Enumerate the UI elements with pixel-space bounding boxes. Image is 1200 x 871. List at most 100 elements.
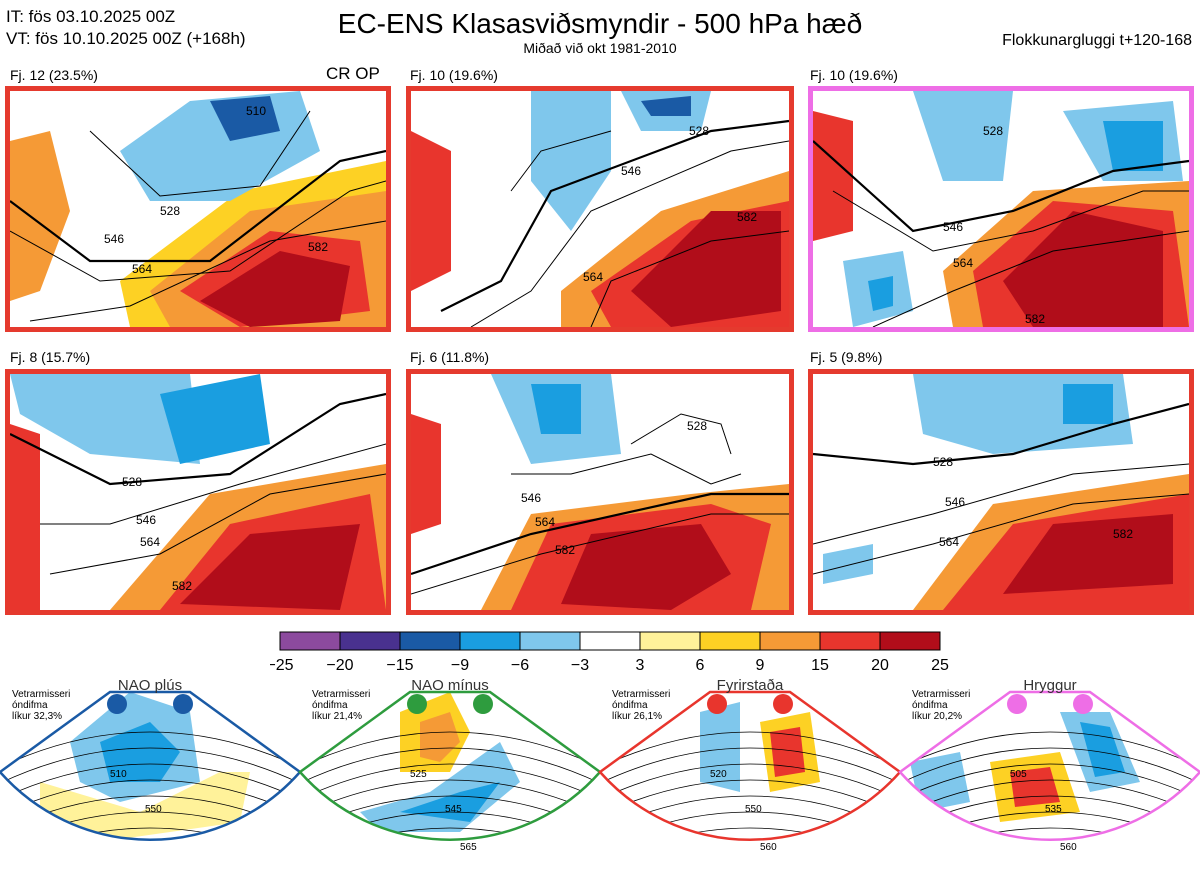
anomaly-area-2-6 <box>641 96 691 116</box>
colorbar-swatch-6 <box>639 631 701 651</box>
regime-caption-3-0: Vetrarmisseri <box>912 689 970 700</box>
regime-name-2: Fyrirstaða <box>717 677 784 694</box>
regime-contour-label-2-2: 560 <box>760 842 777 853</box>
regime-contour-label-0-1: 550 <box>145 804 162 815</box>
cluster-map-5-plot: 546 564 528 582 <box>411 374 789 610</box>
regime-name-1: NAO mínus <box>411 677 489 694</box>
regime-caption-0-1: óndifma <box>12 700 48 711</box>
colorbar-swatch-1 <box>339 631 401 651</box>
contour-label-5-2: 528 <box>687 419 707 433</box>
cluster-map-4-plot: 546 564 528 582 <box>10 374 386 610</box>
regime-contour-0-2 <box>0 763 300 805</box>
contour-label-5-0: 546 <box>521 491 541 505</box>
cluster-map-1: 546 564 528 582 510 <box>5 86 391 332</box>
regime-outline-3 <box>898 690 1200 841</box>
regime-caption-0-2: líkur 32,3% <box>12 711 62 722</box>
regime-caption-2-1: óndifma <box>612 700 648 711</box>
contour-label-2-3: 582 <box>737 210 757 224</box>
colorbar-swatch-8 <box>759 631 821 651</box>
regime-dot-left-0 <box>107 694 127 714</box>
regime-contour-1-2 <box>300 763 600 805</box>
anomaly-area-1-6 <box>210 96 280 141</box>
colorbar-tick-4: −6 <box>511 657 529 674</box>
anomaly-area-4-5 <box>160 374 270 464</box>
regime-anomaly-0-1 <box>100 722 180 782</box>
colorbar-tick-5: −3 <box>571 657 589 674</box>
colorbar: −25 −20 −15 −9 −6 −3 3 6 9 15 20 25 <box>270 631 949 674</box>
regime-caption-3-2: líkur 20,2% <box>912 711 962 722</box>
regime-dot-left-3 <box>1007 694 1027 714</box>
contour-label-4-2: 528 <box>122 475 142 489</box>
cluster-map-3-plot: 546 564 528 582 <box>813 91 1189 327</box>
regime-anomaly-2-0 <box>700 702 740 792</box>
regime-contour-label-3-0: 505 <box>1010 769 1027 780</box>
regime-contour-0-7 <box>0 844 310 871</box>
height-contour-6-1 <box>813 463 1189 545</box>
height-contour-4-0 <box>10 392 386 486</box>
regime-contour-3-7 <box>890 844 1200 871</box>
regime-contour-1-1 <box>300 747 600 789</box>
regime-caption-1-0: Vetrarmisseri <box>312 689 370 700</box>
anomaly-area-2-3 <box>411 131 451 291</box>
page-subtitle: Miðað við okt 1981-2010 <box>523 40 677 56</box>
regime-anomaly-0-2 <box>40 772 250 840</box>
height-contour-5-2 <box>511 453 742 485</box>
contour-label-4-0: 546 <box>136 513 156 527</box>
regime-contour-label-1-0: 525 <box>410 769 427 780</box>
contour-label-6-2: 528 <box>933 455 953 469</box>
regime-outline-2 <box>598 690 902 841</box>
panel-label-3: Fj. 10 (19.6%) <box>810 67 898 83</box>
panel-label-5: Fj. 6 (11.8%) <box>410 349 490 365</box>
regime-dot-right-2 <box>773 694 793 714</box>
height-contour-4-2 <box>49 473 386 575</box>
anomaly-area-4-4 <box>10 374 200 464</box>
cluster-map-6-plot: 546 564 528 582 <box>813 374 1189 610</box>
panel-label-4: Fj. 8 (15.7%) <box>10 349 91 365</box>
regime-caption-1-2: líkur 21,4% <box>312 711 362 722</box>
height-contour-5-1 <box>411 513 789 595</box>
height-contour-5-0 <box>411 492 789 576</box>
anomaly-area-6-4 <box>1063 384 1113 424</box>
regime-caption-1-1: óndifma <box>312 700 348 711</box>
anomaly-area-1-3 <box>200 251 350 327</box>
cluster-map-5: 546 564 528 582 <box>406 369 794 615</box>
cluster-map-3: 546 564 528 582 <box>808 86 1194 332</box>
regime-contour-2-2 <box>600 763 900 805</box>
regime-contour-2-0 <box>600 731 900 773</box>
panel-label-1: Fj. 12 (23.5%) <box>10 67 98 83</box>
regime-contour-1-6 <box>300 827 600 840</box>
regime-dot-right-0 <box>173 694 193 714</box>
colorbar-tick-10: 20 <box>871 657 889 674</box>
contour-label-1-0: 546 <box>104 232 124 246</box>
colorbar-tick-0: −25 <box>270 657 294 674</box>
anomaly-area-2-4 <box>531 91 611 231</box>
regime-anomaly-3-0 <box>910 752 970 812</box>
colorbar-swatch-3 <box>459 631 521 651</box>
colorbar-tick-1: −20 <box>326 657 353 674</box>
panel-label-2: Fj. 10 (19.6%) <box>410 67 498 83</box>
colorbar-tick-6: 3 <box>636 657 645 674</box>
regime-name-0: NAO plús <box>118 677 182 694</box>
height-contour-1-1 <box>10 180 386 282</box>
anomaly-area-2-2 <box>631 211 781 327</box>
regime-anomaly-3-2 <box>1080 722 1125 777</box>
anomaly-area-5-2 <box>561 524 731 610</box>
colorbar-swatch-5 <box>579 631 641 651</box>
anomaly-area-5-3 <box>411 414 441 534</box>
anomaly-area-3-5 <box>868 276 893 311</box>
height-contour-6-0 <box>813 402 1189 466</box>
contour-label-1-2: 528 <box>160 204 180 218</box>
colorbar-tick-2: −15 <box>386 657 413 674</box>
colorbar-swatch-7 <box>699 631 761 651</box>
clustering-window: Flokkunargluggi t+120-168 <box>1002 32 1192 49</box>
height-contour-1-0 <box>10 149 386 263</box>
height-contour-5-3 <box>630 413 732 455</box>
regime-anomaly-1-2 <box>360 742 520 832</box>
anomaly-area-5-5 <box>531 384 581 434</box>
anomaly-area-4-3 <box>10 424 40 610</box>
anomaly-area-4-2 <box>180 524 360 610</box>
regime-caption-2-0: Vetrarmisseri <box>612 689 670 700</box>
cluster-map-2-plot: 546 564 528 582 <box>411 91 789 327</box>
colorbar-swatch-10 <box>879 631 941 651</box>
anomaly-area-3-2 <box>1003 211 1163 327</box>
